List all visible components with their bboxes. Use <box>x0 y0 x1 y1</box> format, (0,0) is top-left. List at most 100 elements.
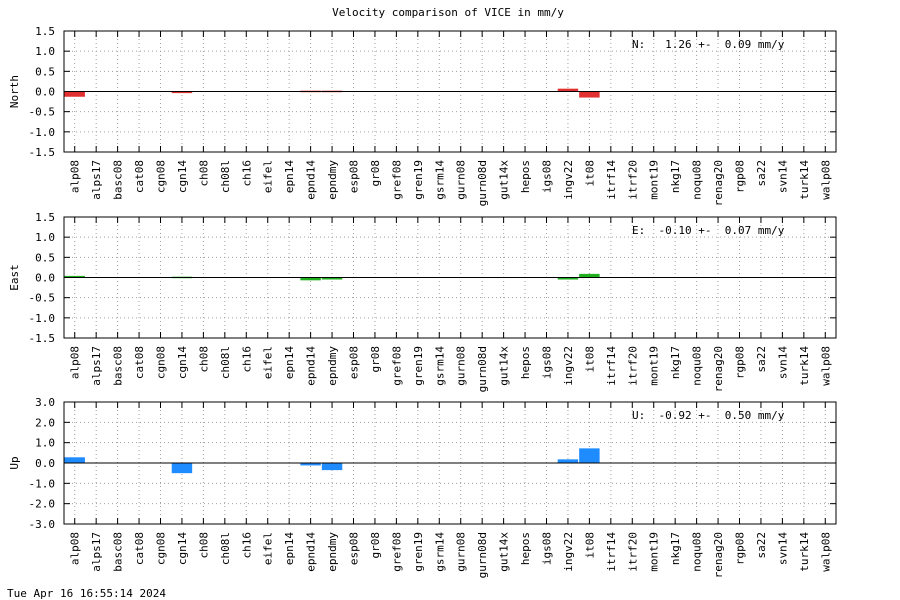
category-label: gurn08d <box>476 346 489 392</box>
category-label: gref08 <box>390 346 403 386</box>
category-label: walp08 <box>819 346 832 386</box>
category-label: gren19 <box>412 160 425 200</box>
category-label: renag20 <box>712 346 725 392</box>
y-axis-label: North <box>8 75 21 108</box>
category-label: cgn08 <box>155 160 168 193</box>
category-label: gurn08 <box>455 532 468 572</box>
category-label: itrf14 <box>605 160 618 200</box>
y-axis-label: Up <box>8 456 21 469</box>
category-label: gref08 <box>390 532 403 572</box>
category-label: nkg17 <box>669 160 682 193</box>
category-label: alp08 <box>69 532 82 565</box>
category-label: eifel <box>262 160 275 193</box>
category-label: itrf20 <box>626 160 639 200</box>
category-label: gref08 <box>390 160 403 200</box>
category-label: epnd14 <box>305 532 318 572</box>
category-label: esp08 <box>348 160 361 193</box>
category-label: epnd14 <box>305 160 318 200</box>
category-label: igs08 <box>541 160 554 193</box>
category-label: gren19 <box>412 346 425 386</box>
bar-alp08 <box>64 91 85 97</box>
category-label: igs08 <box>541 532 554 565</box>
category-label: rgp08 <box>734 346 747 379</box>
stat-annotation: U: -0.92 +- 0.50 mm/y <box>632 409 785 422</box>
category-label: gsrm14 <box>433 532 446 572</box>
category-label: gut14x <box>498 346 511 386</box>
y-tick-label: 3.0 <box>35 396 55 409</box>
y-tick-label: -1.0 <box>29 312 56 325</box>
category-label: cgn14 <box>176 532 189 565</box>
category-label: svn14 <box>776 532 789 565</box>
category-label: nkg17 <box>669 532 682 565</box>
panel-up: 3.0 2.0 1.0 0.0 -1.0 -2.0 -3.0 alp08 alps17 basc0… <box>8 396 837 578</box>
category-label: epndmy <box>326 346 339 386</box>
footer-timestamp: Tue Apr 16 16:55:14 2024 <box>7 587 166 600</box>
y-tick-label: -3.0 <box>29 518 56 531</box>
category-label: epndmy <box>326 532 339 572</box>
category-label: svn14 <box>776 160 789 193</box>
category-label: it08 <box>583 532 596 559</box>
category-label: ingv22 <box>562 346 575 386</box>
category-label: gurn08d <box>476 160 489 206</box>
category-label: itrf20 <box>626 346 639 386</box>
category-label: renag20 <box>712 532 725 578</box>
bar-cgn14 <box>171 91 193 94</box>
y-tick-label: 0.0 <box>35 272 55 285</box>
category-label: eifel <box>262 532 275 565</box>
bar-cgn14 <box>171 463 193 474</box>
category-label: sa22 <box>755 346 768 373</box>
category-label: renag20 <box>712 160 725 206</box>
category-label: gurn08d <box>476 532 489 578</box>
y-tick-label: -0.5 <box>29 292 56 305</box>
category-label: ingv22 <box>562 532 575 572</box>
category-label: noqu08 <box>691 346 704 386</box>
bar-it08 <box>579 273 600 278</box>
category-label: noqu08 <box>691 160 704 200</box>
category-label: hepos <box>519 532 532 565</box>
category-label: rgp08 <box>734 160 747 193</box>
y-tick-label: 1.0 <box>35 45 55 58</box>
y-tick-label: -1.5 <box>29 332 56 345</box>
bar-ingv22 <box>557 277 579 280</box>
category-label: gsrm14 <box>433 160 446 200</box>
category-label: cat08 <box>133 160 146 193</box>
category-label: epn14 <box>283 160 296 193</box>
category-label: ch16 <box>240 346 253 373</box>
y-axis-label: East <box>8 264 21 291</box>
category-label: alp08 <box>69 346 82 379</box>
category-label: igs08 <box>541 346 554 379</box>
stat-annotation: E: -0.10 +- 0.07 mm/y <box>632 224 785 237</box>
category-label: cgn08 <box>155 532 168 565</box>
category-label: cat08 <box>133 346 146 379</box>
panel-east: 1.5 1.0 0.5 0.0 -0.5 -1.0 -1.5 alp08 alps17 basc0… <box>8 211 837 392</box>
category-label: rgp08 <box>734 532 747 565</box>
bar-it08 <box>579 448 600 463</box>
category-label: gr08 <box>369 346 382 373</box>
y-tick-label: -0.5 <box>29 106 56 119</box>
y-tick-label: 0.5 <box>35 65 55 78</box>
bar-alp08 <box>64 457 85 463</box>
category-label: alp08 <box>69 160 82 193</box>
category-label: mont19 <box>648 160 661 200</box>
stat-annotation: N: 1.26 +- 0.09 mm/y <box>632 38 785 51</box>
category-label: sa22 <box>755 532 768 559</box>
category-label: ingv22 <box>562 160 575 200</box>
plot-frame <box>63 30 837 153</box>
category-label: gurn08 <box>455 346 468 386</box>
category-label: epndmy <box>326 160 339 200</box>
category-label: basc08 <box>112 160 125 200</box>
category-label: turk14 <box>798 346 811 386</box>
y-tick-label: 1.5 <box>35 211 55 224</box>
category-label: cgn14 <box>176 346 189 379</box>
category-label: basc08 <box>112 532 125 572</box>
plot-frame <box>63 401 837 525</box>
category-label: gut14x <box>498 160 511 200</box>
category-label: basc08 <box>112 346 125 386</box>
category-label: mont19 <box>648 346 661 386</box>
bar-it08 <box>579 91 600 98</box>
category-label: hepos <box>519 160 532 193</box>
category-label: gr08 <box>369 160 382 187</box>
category-label: turk14 <box>798 160 811 200</box>
bar-ingv22 <box>557 88 579 92</box>
